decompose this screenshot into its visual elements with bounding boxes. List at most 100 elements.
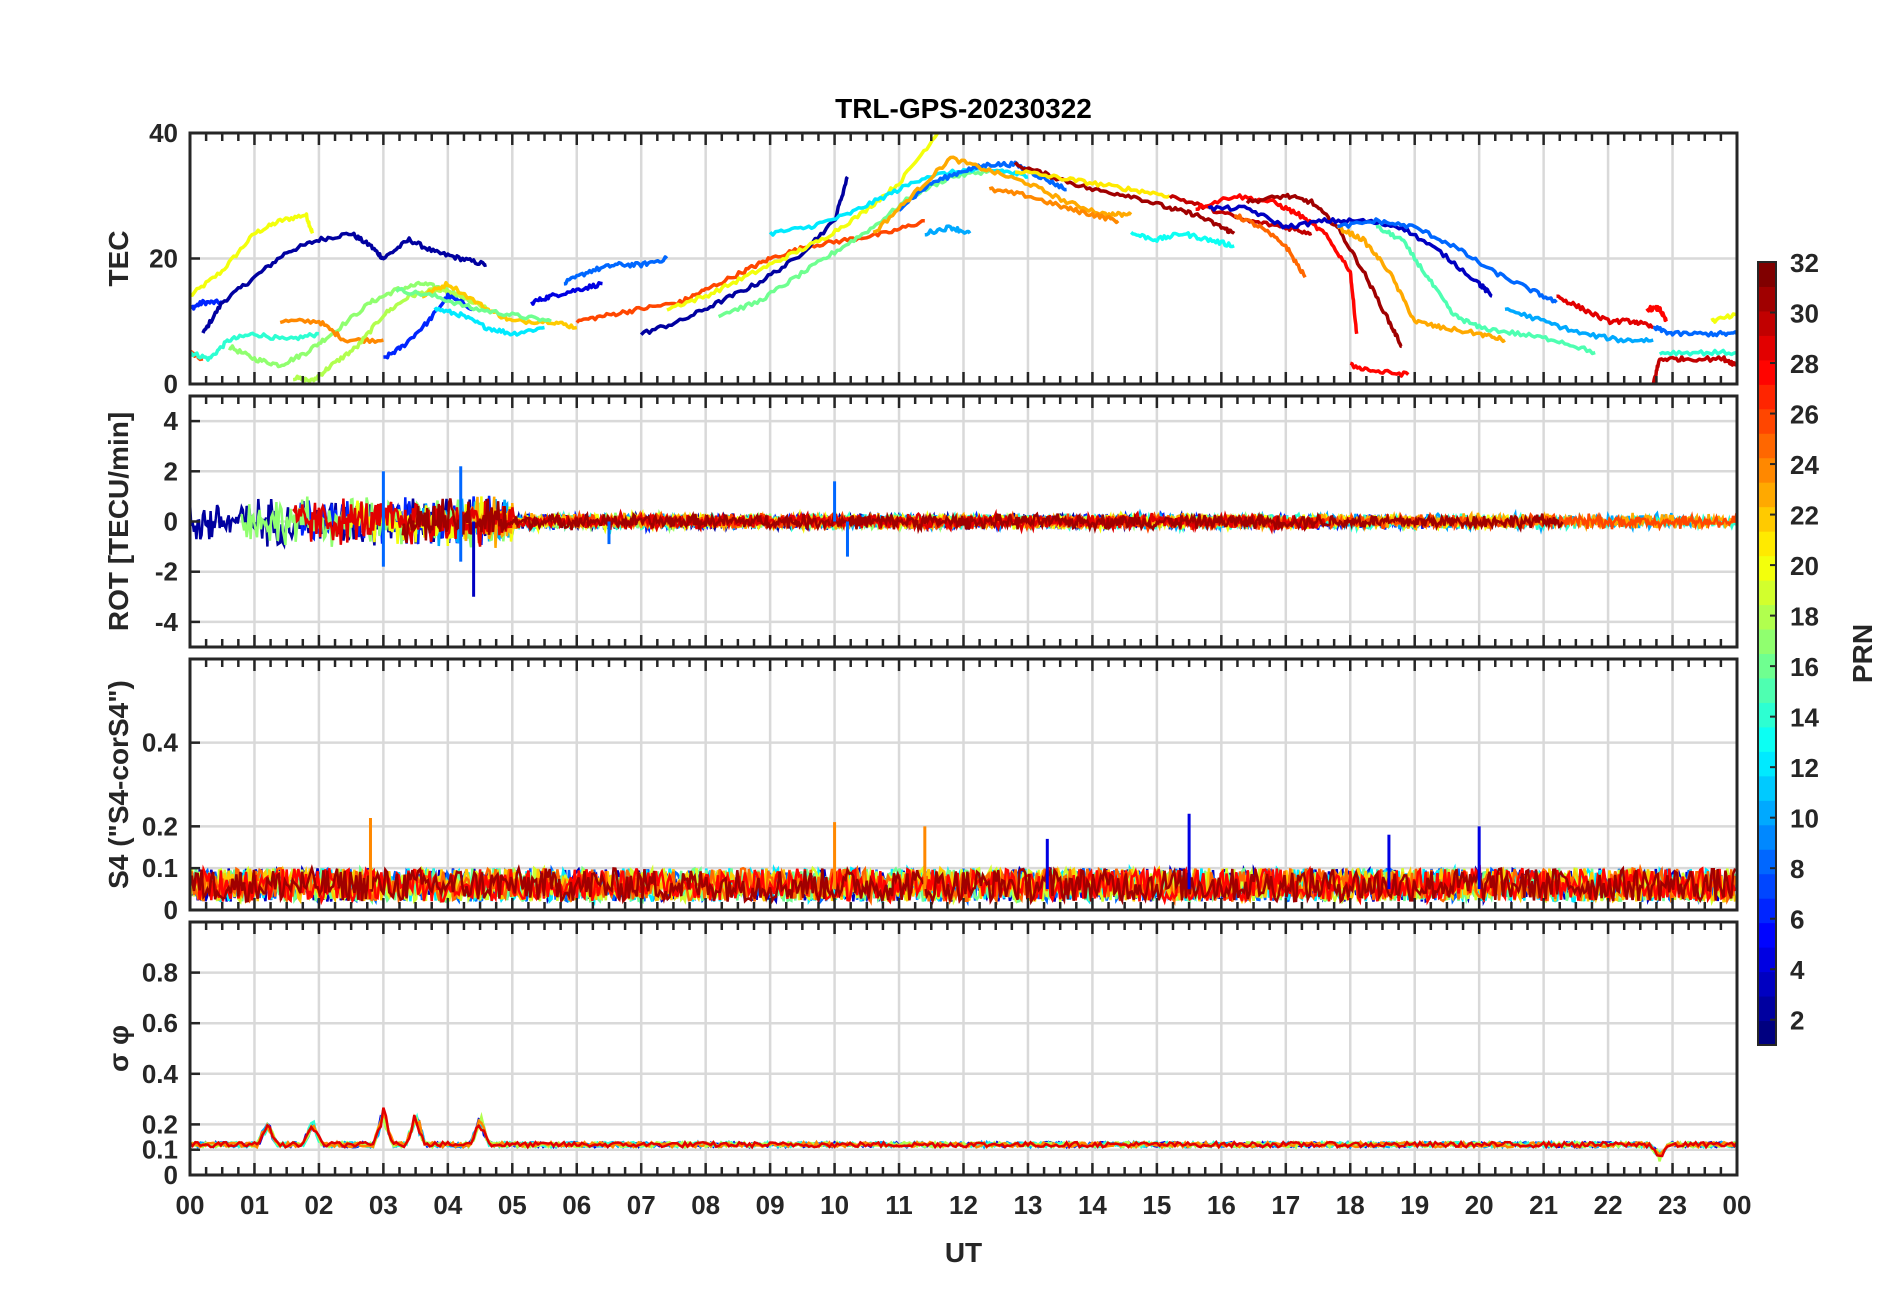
x-ticks <box>188 396 1739 647</box>
colorbar-band <box>1758 359 1776 385</box>
colorbar-tick-label: 8 <box>1790 854 1804 884</box>
colorbar-tick-label: 4 <box>1790 955 1805 985</box>
colorbar-band <box>1758 800 1776 826</box>
x-tick-label: 23 <box>1658 1190 1687 1220</box>
plot-area <box>190 1107 1737 1162</box>
tec-series-prn-22 <box>421 280 578 330</box>
colorbar-band <box>1758 824 1776 850</box>
x-tick-labels: 00 01 02 03 04 05 06 07 08 09 10 11 12 13 14 15 16 17 18 19… <box>176 1190 1752 1220</box>
y-tick-label: 0.4 <box>142 728 179 758</box>
tec-series-prn-26 <box>575 219 925 324</box>
x-tick-label: 22 <box>1594 1190 1623 1220</box>
colorbar-tick-label: 22 <box>1790 501 1819 531</box>
y-axis-label: ROT [TECU/min] <box>103 412 134 631</box>
colorbar-band <box>1758 262 1776 287</box>
x-tick-label: 07 <box>627 1190 656 1220</box>
colorbar-tick-label: 12 <box>1790 753 1819 783</box>
x-tick-label: 11 <box>885 1190 913 1220</box>
grid <box>190 922 1737 1175</box>
chart-title: TRL-GPS-20230322 <box>835 93 1092 124</box>
colorbar-tick-label: 10 <box>1790 804 1819 834</box>
tec-series-prn-31 <box>1013 161 1236 235</box>
x-tick-label: 18 <box>1336 1190 1365 1220</box>
x-ticks <box>188 659 1739 910</box>
colorbar-band <box>1758 751 1776 777</box>
colorbar-band <box>1758 580 1776 606</box>
y-tick-label: 0.2 <box>142 1109 178 1139</box>
x-tick-label: 21 <box>1529 1190 1558 1220</box>
colorbar-band <box>1758 726 1776 752</box>
colorbar-label: PRN <box>1847 624 1878 683</box>
y-tick-label: 2 <box>164 456 178 486</box>
tec-series-prn-28 <box>1645 304 1668 323</box>
colorbar-band <box>1758 506 1776 532</box>
s4-series-prn-31 <box>190 864 1737 906</box>
colorbar-band <box>1758 408 1776 434</box>
colorbar-tick-label: 18 <box>1790 602 1819 632</box>
colorbar-band <box>1758 775 1776 801</box>
panel-rot: -4 -2 0 2 4 ROT [TECU/min] <box>103 394 1739 649</box>
colorbar-band <box>1758 873 1776 899</box>
colorbar-band <box>1758 922 1776 948</box>
tec-series-prn-14 <box>190 331 320 362</box>
colorbar-band <box>1758 433 1776 459</box>
tec-series-prn-28 <box>1349 361 1410 378</box>
colorbar-tick-label: 30 <box>1790 299 1819 329</box>
y-tick-label: 0.4 <box>142 1059 179 1089</box>
y-tick-label: 0.1 <box>142 1135 178 1165</box>
tec-series-prn-23 <box>1336 225 1506 344</box>
x-ticks <box>188 922 1739 1175</box>
tec-series-prn-16 <box>717 168 991 319</box>
colorbar-band <box>1758 653 1776 679</box>
tec-series-prn-14 <box>1658 348 1737 357</box>
x-ticks <box>188 133 1739 384</box>
tec-series-prn-12 <box>433 306 545 337</box>
colorbar-tick-label: 32 <box>1790 248 1819 278</box>
colorbar-band <box>1758 677 1776 703</box>
x-tick-label: 06 <box>562 1190 591 1220</box>
x-tick-label: 09 <box>756 1190 785 1220</box>
colorbar-band <box>1758 702 1776 728</box>
x-tick-label: 02 <box>304 1190 333 1220</box>
colorbar-band <box>1758 482 1776 508</box>
x-tick-label: 08 <box>691 1190 720 1220</box>
x-tick-label: 19 <box>1400 1190 1429 1220</box>
tec-series-prn-13 <box>1129 231 1235 249</box>
panel-s4: 0 0.1 0.2 0.4 S4 ("S4-corS4") <box>103 657 1739 925</box>
colorbar-tick-label: 16 <box>1790 652 1819 682</box>
x-tick-label: 00 <box>176 1190 205 1220</box>
x-tick-label: 03 <box>369 1190 398 1220</box>
x-axis-label: UT <box>945 1237 982 1268</box>
y-tick-label: 0.6 <box>142 1008 178 1038</box>
y-tick-label: 0.8 <box>142 958 178 988</box>
y-tick-label: 0 <box>164 369 178 399</box>
y-tick-label: 40 <box>149 118 178 148</box>
colorbar-band <box>1758 629 1776 654</box>
rot-series-prn-31 <box>401 498 1564 544</box>
colorbar-band <box>1758 457 1776 483</box>
colorbar-band <box>1758 604 1776 630</box>
colorbar-tick-label: 2 <box>1790 1006 1804 1036</box>
tec-series-prn-16 <box>395 287 552 323</box>
y-tick-label: 0.1 <box>142 853 178 883</box>
y-axis-label: σ φ <box>103 1025 134 1072</box>
y-tick-label: 4 <box>164 406 179 436</box>
y-axis-label: TEC <box>103 231 134 287</box>
plot-area <box>190 133 1737 384</box>
tec-series-prn-28 <box>1195 193 1359 335</box>
colorbar-band <box>1758 555 1776 581</box>
colorbar-tick-label: 20 <box>1790 551 1819 581</box>
colorbar-tick-label: 26 <box>1790 400 1819 430</box>
x-tick-label: 12 <box>949 1190 978 1220</box>
tec-series-prn-29 <box>1556 294 1654 330</box>
x-tick-label: 04 <box>433 1190 462 1220</box>
y-axis-label: S4 ("S4-corS4") <box>103 680 134 889</box>
tec-series-prn-10 <box>924 224 972 237</box>
colorbar-band <box>1758 1020 1776 1046</box>
y-tick-label: 0 <box>164 1160 178 1190</box>
colorbar-frame <box>1757 261 1777 1046</box>
tec-series-prn-24 <box>279 317 384 344</box>
colorbar-band <box>1758 947 1776 973</box>
